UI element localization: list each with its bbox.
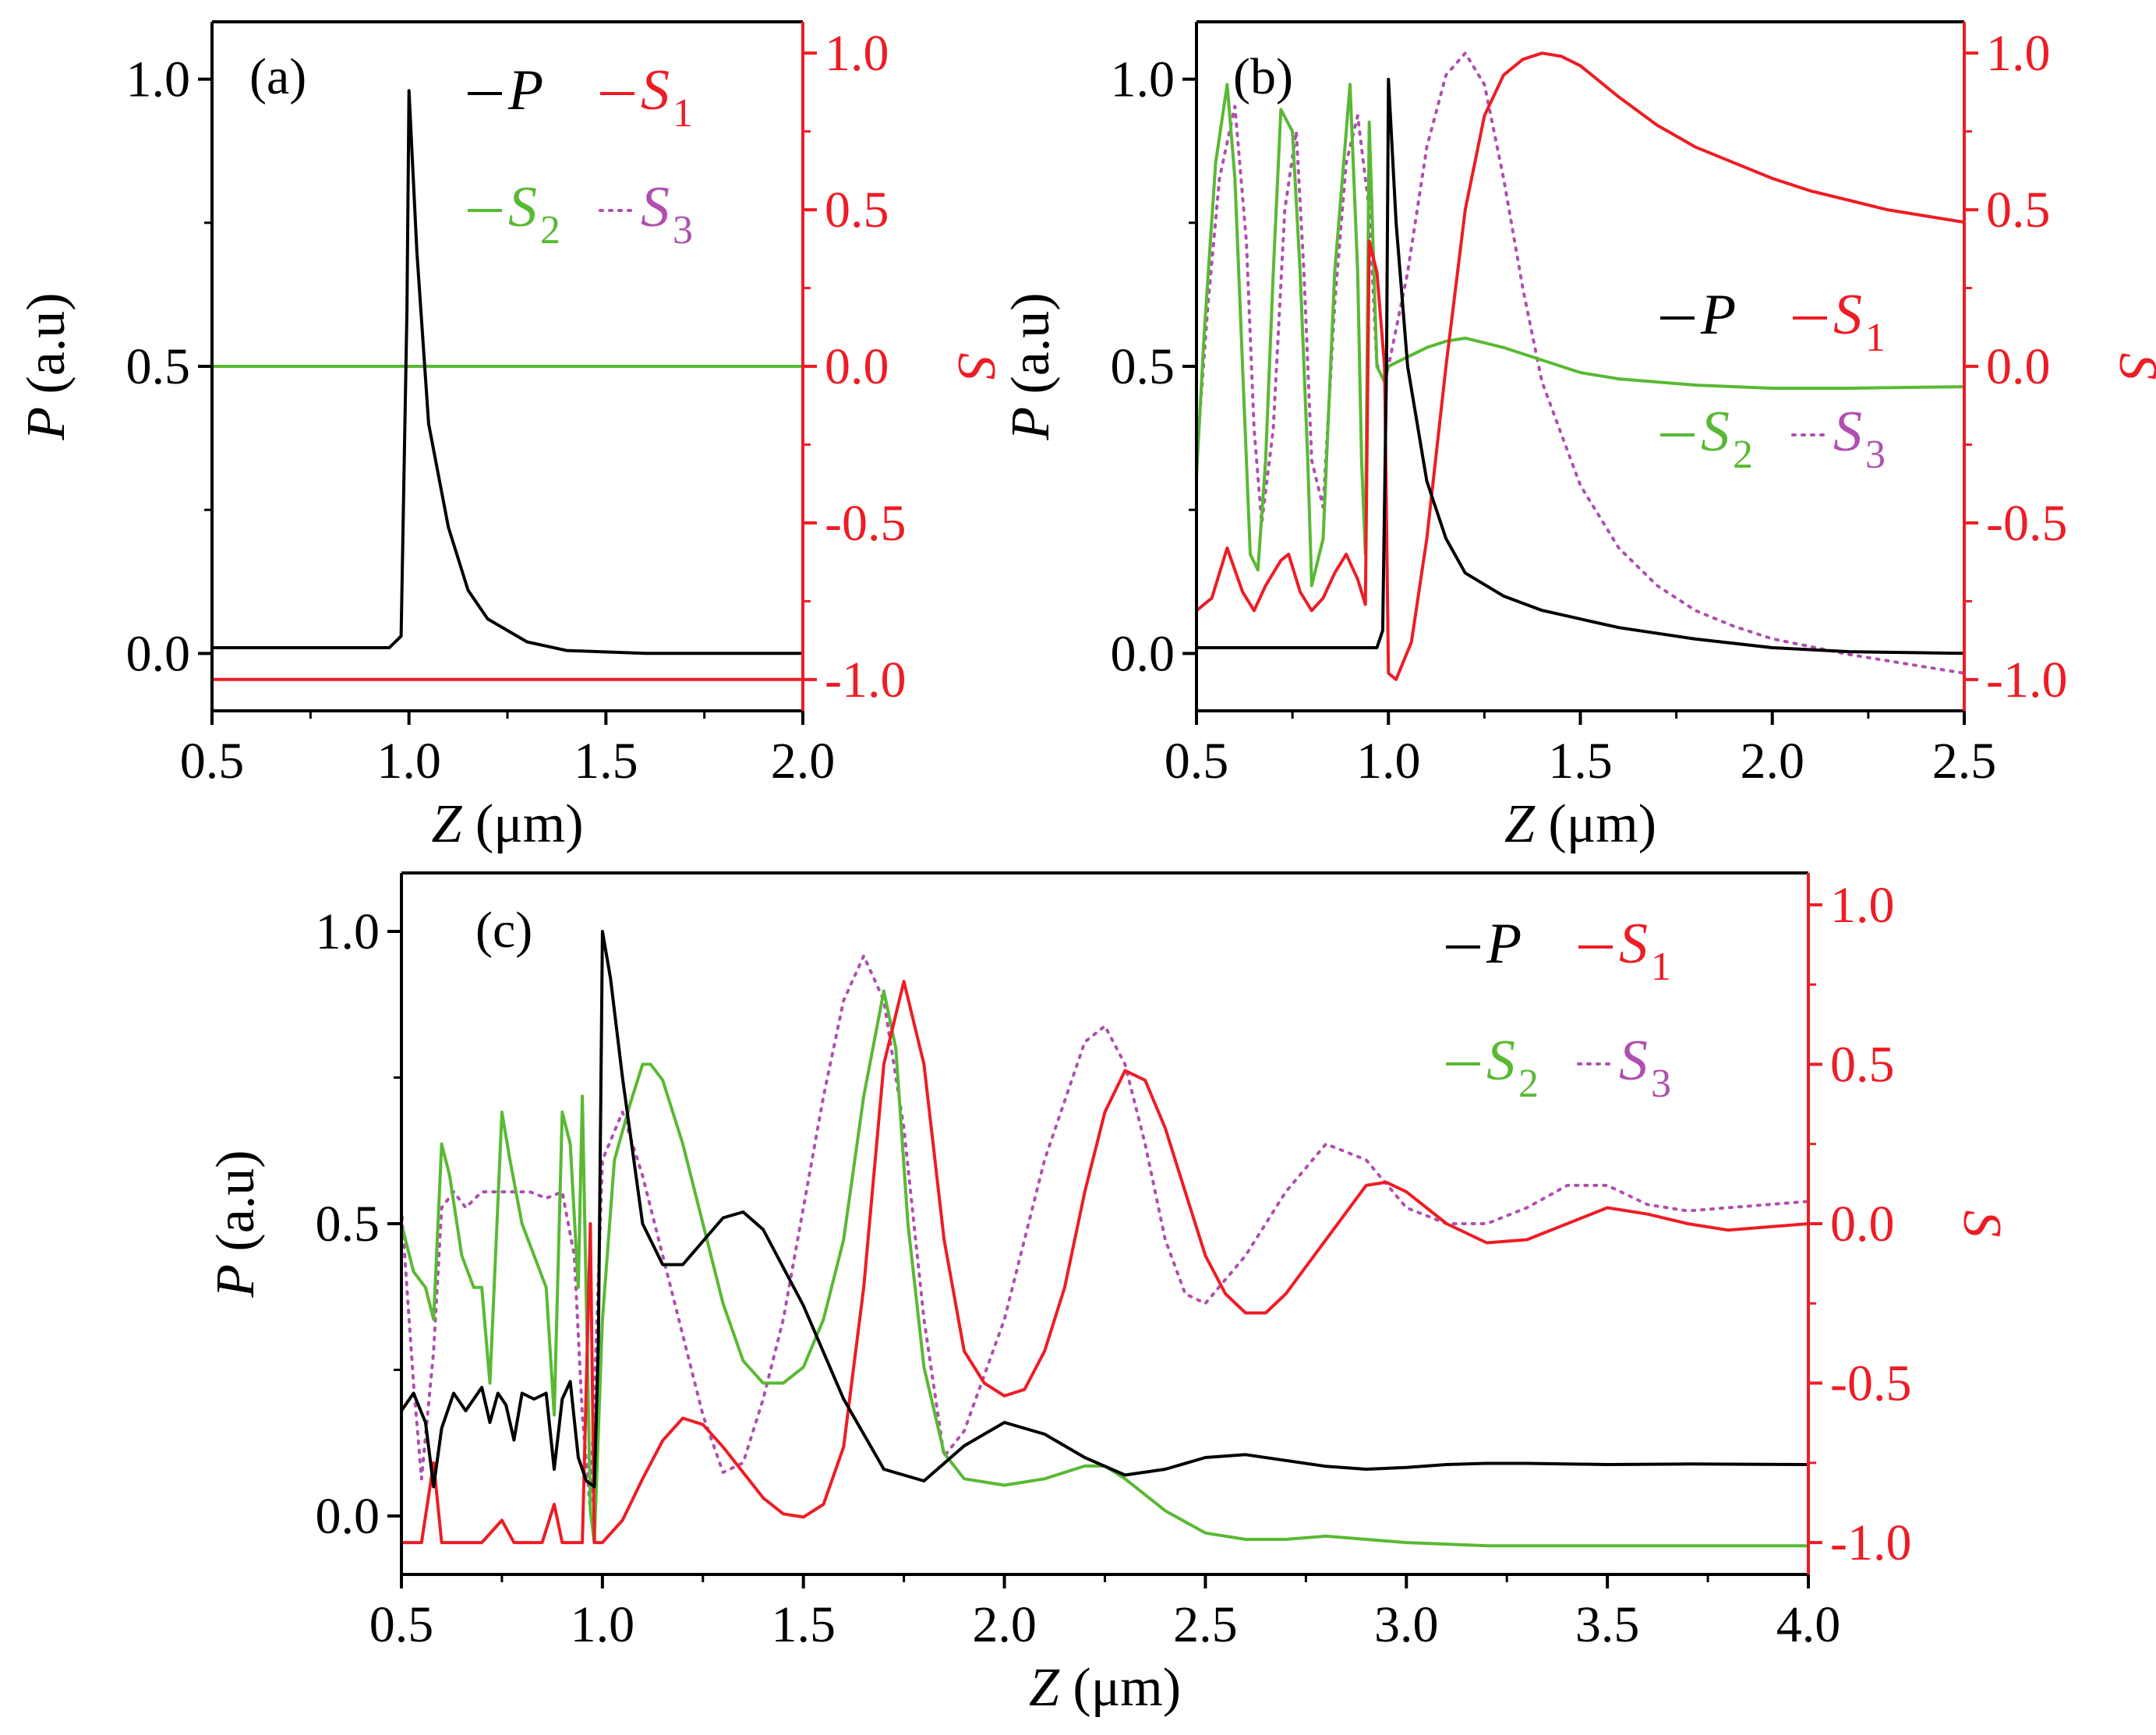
x-tick-label: 1.5 [1548, 733, 1613, 790]
panel-label: (c) [475, 902, 532, 959]
x-tick-label: 2.0 [771, 733, 836, 790]
legend-s3-label: S3 [641, 175, 693, 253]
x-axis-label: Z (μm) [1504, 794, 1656, 854]
x-axis-label: Z (μm) [431, 794, 583, 854]
y-right-tick-label: 0.0 [825, 338, 889, 395]
legend: P S1 S2 S3 [1660, 283, 1886, 477]
y-axis-label: P (a.u) [1001, 292, 1061, 440]
x-tick-label: 2.5 [1932, 733, 1997, 790]
y-right-tick-label: -0.5 [825, 495, 906, 552]
x-tick-label: 3.0 [1374, 1596, 1439, 1653]
legend-s2-label: S2 [1701, 400, 1753, 477]
y-axis-label: P (a.u) [206, 1150, 266, 1298]
x-tick-label: 1.5 [574, 733, 638, 790]
x-tick-label: 2.0 [972, 1596, 1037, 1653]
series-s2-line [1196, 83, 1964, 588]
y-tick-label: 1.0 [1111, 51, 1175, 108]
legend-s2-label: S2 [508, 175, 560, 253]
legend-s2-label: S2 [1486, 1029, 1539, 1106]
x-tick-label: 1.0 [571, 1596, 635, 1653]
x-tick-label: 0.5 [1165, 733, 1229, 790]
y-right-axis-label: S [1952, 1210, 2012, 1238]
legend: P S1 S2 S3 [468, 58, 693, 253]
x-tick-label: 1.0 [376, 733, 441, 790]
x-tick-label: 2.0 [1741, 733, 1805, 790]
y-right-tick-label: 0.0 [1830, 1196, 1895, 1253]
legend-p-label: P [1486, 912, 1522, 976]
y-right-tick-label: 1.0 [1830, 877, 1895, 934]
y-tick-label: 0.5 [316, 1196, 380, 1253]
y-right-tick-label: -1.0 [825, 652, 906, 708]
series-s2-line [401, 989, 1808, 1548]
x-tick-label: 0.5 [180, 733, 245, 790]
legend-s3-label: S3 [1833, 400, 1886, 477]
x-axis-label: Z (μm) [1029, 1658, 1181, 1718]
y-axis-label: P (a.u) [16, 292, 76, 440]
legend-s1-label: S1 [1619, 912, 1671, 989]
legend-s1-label: S1 [641, 58, 693, 136]
legend: P S1 S2 S3 [1446, 912, 1671, 1106]
panel-label: (a) [249, 48, 306, 105]
y-right-tick-label: -1.0 [1986, 652, 2067, 708]
series-s1-line [401, 980, 1808, 1545]
y-right-tick-label: -0.5 [1830, 1355, 1911, 1412]
y-right-tick-label: 0.5 [1830, 1036, 1895, 1093]
panel-label: (b) [1233, 48, 1293, 105]
y-tick-label: 0.0 [126, 625, 191, 682]
y-right-tick-label: 0.5 [1986, 182, 2051, 239]
y-tick-label: 0.0 [1111, 625, 1175, 682]
panel-a: 0.5 1.0 1.5 2.0 0.0 0.5 1.0 1.0 0.5 0.0 -0.5 -1.0 Z … [16, 20, 1006, 854]
x-tick-label: 2.5 [1173, 1596, 1238, 1653]
y-tick-label: 1.0 [126, 51, 191, 108]
panel-c: 0.5 1.0 1.5 2.0 2.5 3.0 3.5 4.0 0.0 0.5 1.0 1.0 0.5 0… [206, 871, 2012, 1718]
y-right-tick-label: 1.0 [1986, 25, 2051, 82]
x-tick-label: 1.0 [1356, 733, 1421, 790]
x-tick-label: 1.5 [771, 1596, 836, 1653]
y-right-tick-label: 0.5 [825, 182, 889, 239]
series-p-line [212, 89, 803, 655]
y-right-tick-label: 1.0 [825, 25, 889, 82]
series-p-line [1196, 77, 1964, 655]
y-tick-label: 1.0 [316, 903, 380, 960]
legend-p-label: P [507, 58, 543, 122]
x-tick-label: 3.5 [1575, 1596, 1640, 1653]
legend-p-label: P [1700, 283, 1736, 347]
panel-b: 0.5 1.0 1.5 2.0 2.5 0.0 0.5 1.0 1.0 0.5 0.0 -0.5 -1.… [1001, 20, 2156, 854]
y-right-axis-label: S [2108, 353, 2156, 380]
y-right-tick-label: 0.0 [1986, 338, 2051, 395]
series-s3-line [401, 954, 1808, 1513]
y-tick-label: 0.5 [126, 338, 191, 395]
legend-s3-label: S3 [1619, 1029, 1671, 1106]
y-right-tick-label: -0.5 [1986, 495, 2067, 552]
x-tick-label: 4.0 [1776, 1596, 1841, 1653]
y-right-axis-label: S [946, 353, 1006, 380]
x-tick-label: 0.5 [369, 1596, 434, 1653]
legend-s1-label: S1 [1833, 283, 1886, 360]
series-s1-line [1196, 51, 1964, 681]
y-tick-label: 0.0 [316, 1488, 380, 1545]
y-right-tick-label: -1.0 [1830, 1514, 1911, 1571]
series-p-line [401, 930, 1808, 1489]
y-tick-label: 0.5 [1111, 338, 1175, 395]
